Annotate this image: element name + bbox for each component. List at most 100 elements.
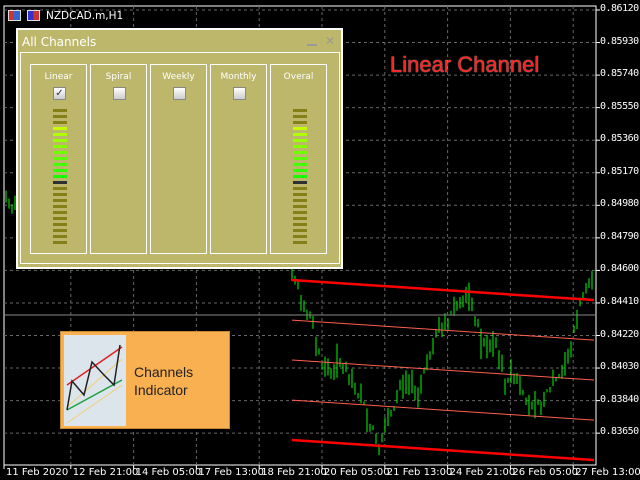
minimize-icon[interactable] — [307, 44, 317, 46]
meter-segment — [293, 181, 307, 184]
channel-line — [291, 319, 595, 341]
x-tick-label: 14 Feb 05:00 — [135, 467, 202, 478]
y-tick-label: 0.83650 — [600, 426, 639, 438]
column-overal: Overal — [270, 64, 327, 254]
meter-segment — [293, 151, 307, 154]
channels-indicator-logo: Channels Indicator — [60, 331, 230, 429]
x-tick-label: 18 Feb 21:00 — [261, 467, 327, 478]
meter-segment — [53, 139, 67, 142]
meter-segment — [293, 169, 307, 172]
meter-segment — [53, 223, 67, 226]
column-monthly: Monthly — [210, 64, 267, 254]
y-tick-label: 0.85170 — [600, 165, 639, 177]
meter-segment — [293, 115, 307, 118]
level-meter — [53, 109, 67, 247]
meter-segment — [53, 169, 67, 172]
meter-segment — [53, 235, 67, 238]
x-tick-label: 12 Feb 21:00 — [72, 467, 139, 478]
logo-line-1: Channels — [134, 364, 194, 380]
column-label: Overal — [283, 72, 314, 82]
meter-segment — [293, 211, 307, 214]
level-meter — [293, 109, 307, 247]
column-label: Weekly — [162, 72, 195, 82]
meter-segment — [293, 205, 307, 208]
chart-window-icon — [8, 10, 21, 21]
meter-segment — [293, 199, 307, 202]
channel-line — [291, 399, 595, 421]
y-tick-label: 0.85930 — [600, 35, 639, 47]
x-tick-label: 20 Feb 05:00 — [324, 467, 390, 478]
meter-segment — [53, 199, 67, 202]
meter-segment — [53, 121, 67, 124]
meter-segment — [293, 175, 307, 178]
chart-frame — [3, 5, 597, 466]
meter-segment — [53, 175, 67, 178]
meter-segment — [293, 145, 307, 148]
meter-segment — [53, 157, 67, 160]
meter-segment — [293, 157, 307, 160]
meter-segment — [293, 229, 307, 232]
panel-body: Linear ✓ Spiral Weekly Monthly Overal — [20, 52, 340, 264]
x-tick-label: 24 Feb 21:00 — [449, 467, 516, 478]
y-tick-label: 0.84410 — [600, 295, 639, 307]
meter-segment — [293, 241, 307, 244]
meter-segment — [53, 163, 67, 166]
meter-segment — [53, 127, 67, 130]
y-tick-label: 0.84600 — [600, 263, 639, 275]
column-label: Linear — [44, 72, 73, 82]
meter-segment — [293, 163, 307, 166]
meter-segment — [53, 229, 67, 232]
y-tick-label: 0.84030 — [600, 361, 639, 373]
close-icon[interactable]: ✕ — [324, 34, 335, 48]
column-checkbox[interactable] — [233, 87, 246, 100]
logo-image — [64, 335, 126, 426]
x-tick-label: 27 Feb 13:00 — [575, 467, 640, 478]
meter-segment — [293, 127, 307, 130]
mode-label: Linear Channel — [390, 52, 540, 77]
y-tick-label: 0.85360 — [600, 133, 639, 145]
meter-segment — [293, 133, 307, 136]
column-checkbox[interactable] — [113, 87, 126, 100]
channel-line — [291, 438, 595, 462]
y-tick-label: 0.84980 — [600, 198, 639, 210]
column-checkbox[interactable]: ✓ — [53, 87, 66, 100]
save-icon — [27, 10, 40, 21]
meter-segment — [53, 211, 67, 214]
x-tick-label: 26 Feb 05:00 — [512, 467, 578, 478]
channel-line — [291, 278, 595, 302]
meter-segment — [53, 217, 67, 220]
meter-segment — [293, 109, 307, 112]
x-tick-label: 17 Feb 13:00 — [198, 467, 264, 478]
meter-segment — [293, 217, 307, 220]
meter-segment — [53, 205, 67, 208]
channel-line — [291, 359, 595, 381]
symbol-title: NZDCAD.m,H1 — [46, 10, 124, 22]
column-checkbox[interactable] — [173, 87, 186, 100]
meter-segment — [53, 145, 67, 148]
meter-segment — [53, 187, 67, 190]
meter-segment — [293, 121, 307, 124]
meter-segment — [293, 187, 307, 190]
y-tick-label: 0.84790 — [600, 230, 639, 242]
meter-segment — [293, 139, 307, 142]
meter-segment — [53, 109, 67, 112]
meter-segment — [53, 115, 67, 118]
column-linear: Linear ✓ — [30, 64, 87, 254]
panel-title[interactable]: All Channels — [22, 35, 97, 49]
logo-line-2: Indicator — [134, 382, 188, 398]
meter-segment — [53, 181, 67, 184]
y-tick-label: 0.83840 — [600, 393, 639, 405]
channels-panel: All Channels ✕ Linear ✓ Spiral Weekly Monthl… — [16, 28, 343, 269]
meter-segment — [53, 151, 67, 154]
y-tick-label: 0.84220 — [600, 328, 639, 340]
meter-segment — [53, 133, 67, 136]
column-spiral: Spiral — [90, 64, 147, 254]
meter-segment — [53, 241, 67, 244]
meter-segment — [53, 193, 67, 196]
x-tick-label: 11 Feb 2020 — [6, 467, 69, 478]
column-label: Monthly — [220, 72, 257, 82]
meter-segment — [293, 193, 307, 196]
column-weekly: Weekly — [150, 64, 207, 254]
meter-segment — [293, 223, 307, 226]
y-tick-label: 0.85740 — [600, 68, 639, 80]
